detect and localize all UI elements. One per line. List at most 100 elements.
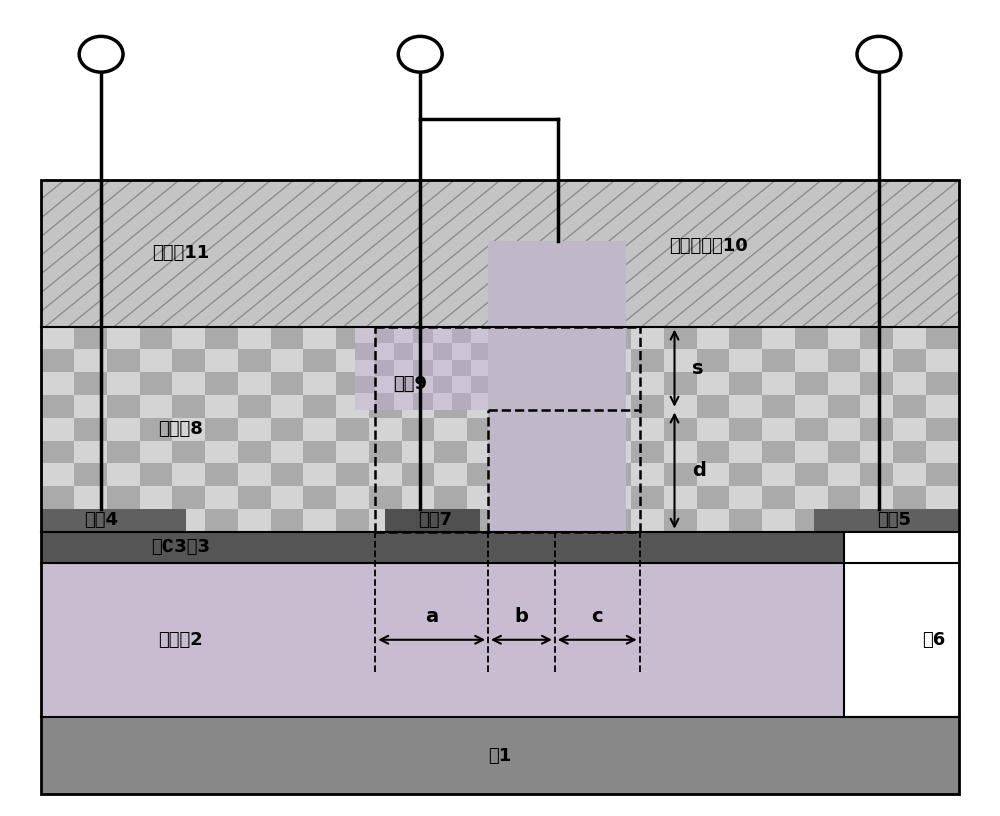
Bar [762, 508, 796, 531]
Bar [271, 371, 304, 395]
Bar [303, 326, 337, 349]
Bar [41, 394, 75, 418]
Bar [533, 326, 567, 349]
Bar [375, 326, 395, 344]
Text: c: c [591, 607, 603, 626]
Bar [355, 326, 376, 344]
Bar [762, 394, 796, 418]
Bar [107, 508, 141, 531]
Bar [467, 348, 501, 372]
Bar [303, 417, 337, 441]
Text: b: b [515, 607, 528, 626]
Bar [336, 440, 370, 463]
Bar [500, 508, 534, 531]
Bar [369, 348, 403, 372]
Bar [828, 486, 861, 509]
Bar [41, 180, 959, 326]
Bar [467, 486, 501, 509]
Bar [205, 394, 239, 418]
Bar [598, 371, 632, 395]
Bar [172, 486, 206, 509]
Bar [893, 463, 927, 486]
Bar [369, 463, 403, 486]
Bar [566, 463, 599, 486]
Bar [893, 348, 927, 372]
Bar [566, 394, 599, 418]
Bar [355, 359, 376, 376]
Bar [533, 348, 567, 372]
Bar [205, 371, 239, 395]
Bar [697, 371, 730, 395]
Bar [893, 440, 927, 463]
Bar [467, 463, 501, 486]
Bar [893, 508, 927, 531]
Bar [385, 509, 480, 531]
Bar [369, 394, 403, 418]
Bar [413, 343, 434, 360]
Bar [598, 486, 632, 509]
Bar [467, 417, 501, 441]
Bar [41, 417, 75, 441]
Bar [893, 394, 927, 418]
Bar [238, 486, 272, 509]
Bar [500, 326, 534, 349]
Bar [631, 417, 665, 441]
Bar [434, 440, 468, 463]
Bar [795, 440, 829, 463]
Bar [271, 463, 304, 486]
Bar [566, 440, 599, 463]
Bar [664, 440, 698, 463]
Bar [355, 343, 376, 360]
Bar [860, 348, 894, 372]
Bar [566, 508, 599, 531]
Bar [533, 371, 567, 395]
Bar [828, 440, 861, 463]
Bar [41, 326, 75, 349]
Bar [413, 392, 434, 410]
Bar [41, 508, 75, 531]
Bar [107, 486, 141, 509]
Bar [631, 463, 665, 486]
Bar [433, 326, 453, 344]
Bar [41, 180, 959, 326]
Bar [500, 394, 534, 418]
Bar [452, 343, 472, 360]
Bar [467, 508, 501, 531]
Bar [41, 371, 75, 395]
Bar [729, 371, 763, 395]
Bar [631, 371, 665, 395]
Text: 直角栊场板10: 直角栊场板10 [670, 237, 748, 255]
Bar [336, 326, 370, 349]
Bar [762, 326, 796, 349]
Bar [434, 394, 468, 418]
Bar [303, 486, 337, 509]
Bar [107, 394, 141, 418]
Bar [107, 371, 141, 395]
Bar [491, 326, 511, 344]
Bar [238, 508, 272, 531]
Bar [369, 326, 403, 349]
Bar [491, 392, 511, 410]
Bar [533, 463, 567, 486]
Bar [860, 440, 894, 463]
Bar [271, 394, 304, 418]
Bar [41, 180, 959, 794]
Bar [860, 394, 894, 418]
Bar [355, 392, 376, 410]
Bar [402, 463, 435, 486]
Bar [631, 348, 665, 372]
Bar [729, 486, 763, 509]
Bar [140, 486, 173, 509]
Bar [336, 394, 370, 418]
Bar [413, 326, 434, 344]
Bar [107, 326, 141, 349]
Bar [795, 348, 829, 372]
Bar [697, 348, 730, 372]
Bar [467, 394, 501, 418]
Bar [303, 463, 337, 486]
Text: 漏来5: 漏来5 [877, 512, 911, 530]
Bar [926, 463, 960, 486]
Bar [795, 371, 829, 395]
Bar [41, 509, 186, 531]
Bar [369, 508, 403, 531]
